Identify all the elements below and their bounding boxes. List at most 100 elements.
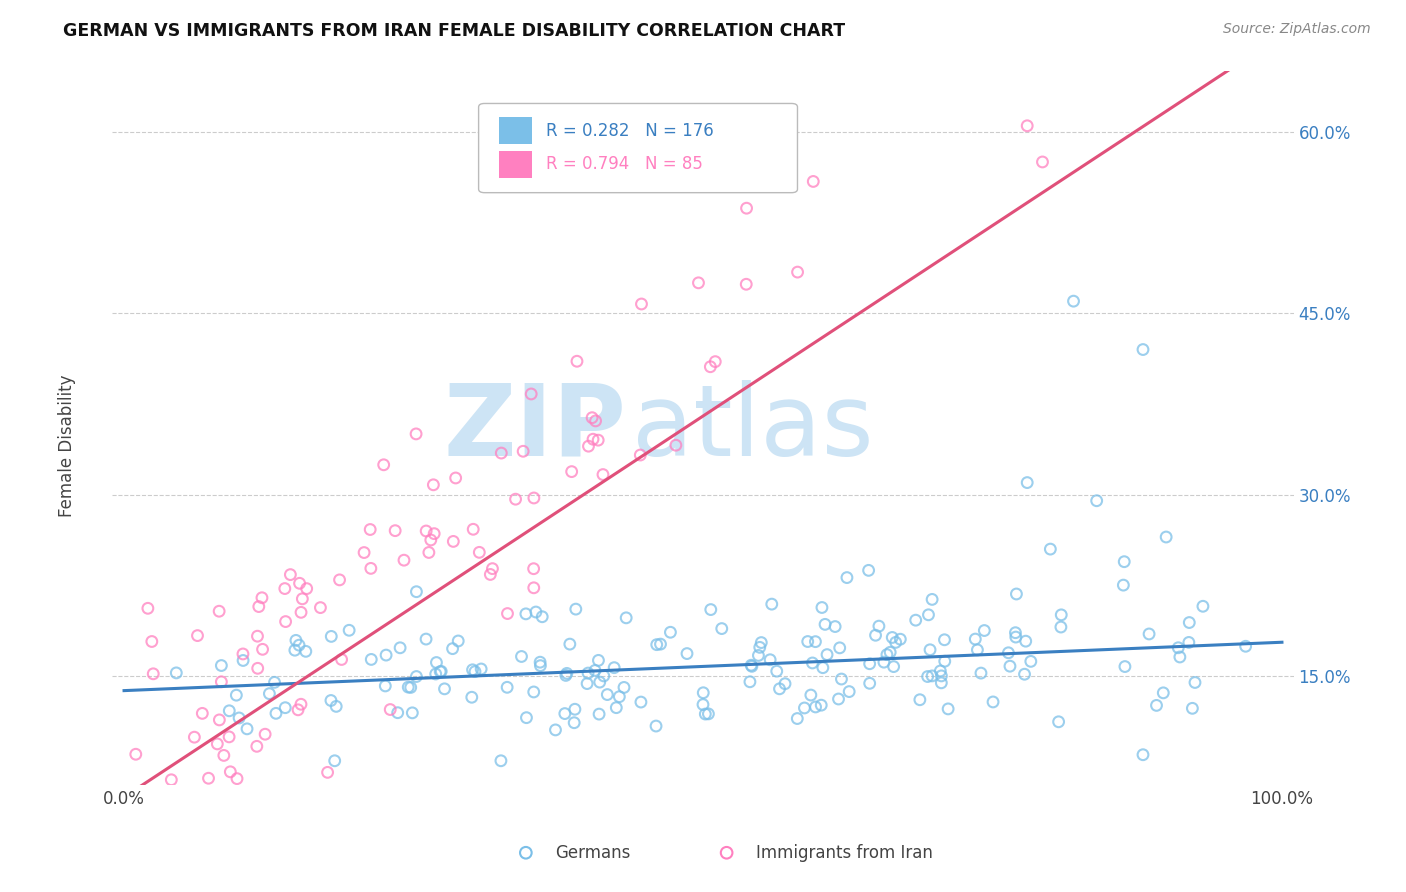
Point — [496, 607, 519, 621]
Point — [523, 562, 546, 576]
Point — [879, 645, 901, 659]
Point — [582, 432, 605, 446]
Point — [290, 605, 312, 619]
Point — [1146, 698, 1168, 713]
Point — [373, 458, 395, 472]
Point — [592, 467, 614, 482]
Point — [422, 478, 444, 492]
Point — [470, 662, 492, 676]
Point — [876, 648, 898, 662]
Point — [489, 754, 512, 768]
Point — [1017, 475, 1039, 490]
Point — [325, 699, 347, 714]
Point — [463, 522, 485, 536]
Point — [512, 444, 534, 458]
Point — [254, 727, 277, 741]
Point — [468, 545, 491, 559]
Point — [274, 700, 297, 714]
Point — [186, 629, 208, 643]
Point — [810, 698, 832, 713]
Point — [218, 730, 240, 744]
Point — [515, 607, 537, 621]
Point — [786, 265, 808, 279]
Point — [491, 446, 513, 460]
Point — [1019, 654, 1042, 668]
Point — [337, 624, 360, 638]
Point — [555, 666, 578, 681]
Point — [613, 681, 636, 695]
Point — [1178, 615, 1201, 630]
Point — [399, 681, 422, 695]
Point — [554, 668, 576, 682]
Point — [710, 622, 733, 636]
Point — [1017, 119, 1039, 133]
Point — [441, 534, 464, 549]
Point — [1014, 667, 1036, 681]
Point — [520, 387, 543, 401]
Point — [704, 354, 727, 368]
Point — [645, 638, 668, 652]
Point — [290, 698, 312, 712]
Point — [330, 652, 353, 666]
Point — [295, 644, 318, 658]
Point — [232, 653, 254, 667]
Point — [447, 634, 470, 648]
Point — [676, 647, 699, 661]
Point — [360, 652, 382, 666]
Point — [793, 701, 815, 715]
Point — [695, 706, 717, 721]
Point — [288, 576, 311, 591]
Point — [811, 661, 834, 675]
Point — [934, 654, 956, 668]
Point — [884, 635, 907, 649]
Point — [588, 707, 610, 722]
Text: R = 0.282   N = 176: R = 0.282 N = 176 — [546, 121, 714, 139]
Point — [981, 695, 1004, 709]
Point — [264, 706, 287, 721]
Point — [592, 669, 614, 683]
Point — [423, 526, 446, 541]
Point — [496, 681, 519, 695]
Point — [576, 666, 599, 681]
Point — [811, 600, 834, 615]
Point — [250, 591, 273, 605]
Point — [544, 723, 567, 737]
Text: Source: ZipAtlas.com: Source: ZipAtlas.com — [1223, 22, 1371, 37]
Point — [561, 465, 583, 479]
Point — [218, 704, 240, 718]
Point — [425, 667, 447, 681]
Point — [209, 674, 232, 689]
Point — [827, 692, 849, 706]
Point — [392, 553, 415, 567]
Point — [1181, 701, 1204, 715]
Point — [814, 617, 837, 632]
Text: Germans: Germans — [555, 844, 631, 862]
Point — [603, 660, 626, 674]
Point — [291, 591, 314, 606]
Point — [804, 700, 827, 714]
Point — [873, 655, 896, 669]
Point — [786, 712, 808, 726]
Point — [665, 438, 688, 452]
Point — [226, 772, 249, 786]
Point — [692, 698, 714, 712]
Point — [418, 545, 440, 559]
Point — [359, 523, 381, 537]
Point — [583, 664, 606, 678]
Point — [274, 615, 297, 629]
Point — [801, 656, 824, 670]
Point — [415, 524, 437, 538]
Point — [136, 601, 159, 615]
Point — [1234, 640, 1257, 654]
Point — [246, 629, 269, 643]
Point — [973, 624, 995, 638]
Point — [1184, 675, 1206, 690]
Point — [405, 584, 427, 599]
Point — [1039, 542, 1062, 557]
Point — [444, 471, 467, 485]
Point — [263, 675, 285, 690]
Text: ZIP: ZIP — [443, 380, 626, 476]
Point — [505, 492, 527, 507]
Point — [247, 599, 270, 614]
Point — [1154, 530, 1177, 544]
